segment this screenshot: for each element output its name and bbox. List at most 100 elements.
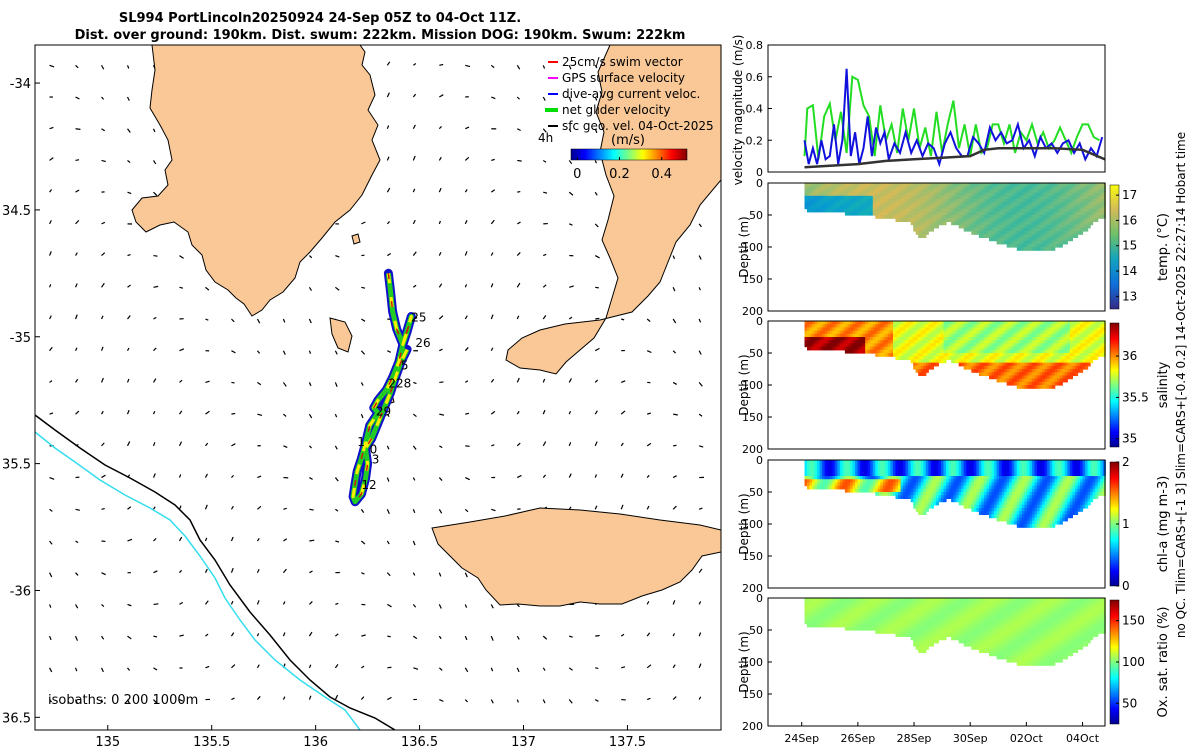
profile-cell — [872, 337, 876, 341]
profile-cell — [1044, 224, 1048, 229]
profile-cell — [999, 189, 1003, 194]
profile-cell — [1037, 340, 1041, 344]
profile-cell — [968, 346, 972, 351]
profile-cell — [895, 215, 899, 219]
profile-cell — [994, 211, 998, 216]
profile-cell — [855, 189, 859, 194]
profile-cell — [834, 337, 838, 341]
profile-cell — [991, 340, 995, 344]
profile-cell — [1087, 189, 1091, 194]
profile-cell — [1006, 202, 1010, 206]
profile-cell — [1016, 349, 1020, 354]
profile-cell — [1054, 237, 1058, 242]
profile-cell — [1080, 224, 1084, 229]
geo-velocity-arrow — [465, 126, 470, 130]
profile-cell — [915, 337, 919, 341]
profile-cell — [999, 227, 1003, 232]
geo-velocity-arrow — [568, 442, 572, 447]
profile-cell — [1001, 208, 1005, 213]
profile-cell — [910, 321, 914, 325]
profile-cell — [1062, 240, 1066, 245]
geo-velocity-arrow — [412, 188, 416, 193]
profile-cell — [978, 362, 982, 367]
profile-cell — [900, 337, 904, 341]
geo-velocity-arrow — [361, 286, 366, 289]
profile-cell — [994, 205, 998, 210]
profile-cell — [1006, 353, 1010, 357]
profile-cell — [855, 337, 859, 341]
profile-cell — [839, 333, 843, 338]
profile-cell — [999, 362, 1003, 367]
profile-cell — [941, 324, 945, 328]
profile-cell — [948, 195, 952, 200]
profile-cell — [1021, 321, 1025, 325]
profile-cell — [1064, 192, 1068, 197]
profile-cell — [829, 333, 833, 338]
profile-cell — [1032, 189, 1036, 194]
profile-cell — [999, 237, 1003, 242]
profile-cell — [834, 330, 838, 335]
profile-cell — [991, 330, 995, 335]
profile-cell — [989, 221, 993, 226]
profile-cell — [1042, 349, 1046, 354]
profile-cell — [981, 202, 985, 206]
profile-cell — [1085, 205, 1089, 210]
profile-cell — [1032, 340, 1036, 344]
profile-cell — [908, 211, 912, 216]
profile-cell — [852, 324, 856, 328]
profile-cell — [1037, 195, 1041, 200]
geo-velocity-arrow — [542, 315, 547, 320]
profile-cell — [920, 189, 924, 194]
geo-velocity-arrow — [412, 635, 418, 640]
profile-cell — [872, 211, 876, 216]
profile-cell — [933, 353, 937, 357]
profile-cell — [1029, 243, 1033, 248]
profile-cell — [887, 327, 891, 332]
profile-cell — [1034, 218, 1038, 222]
profile-cell — [913, 333, 917, 338]
profile-cell — [1009, 378, 1013, 383]
profile-cell — [872, 340, 876, 344]
profile-cell — [915, 365, 919, 370]
profile-cell — [966, 321, 970, 325]
profile-cell — [978, 333, 982, 338]
profile-cell — [923, 234, 927, 238]
profile-cell — [890, 349, 894, 354]
profile-cell — [1102, 195, 1106, 200]
profile-cell — [994, 365, 998, 370]
profile-cell — [963, 221, 967, 226]
profile-cell — [963, 333, 967, 338]
profile-cell — [946, 324, 950, 328]
profile-cell — [1006, 243, 1010, 248]
profile-cell — [1037, 359, 1041, 364]
profile-cell — [996, 231, 1000, 235]
profile-cell — [1049, 192, 1053, 197]
profile-cell — [1085, 227, 1089, 232]
profile-cell — [951, 359, 955, 364]
profile-cell — [895, 189, 899, 194]
profile-cell — [953, 186, 957, 190]
profile-cell — [860, 330, 864, 335]
profile-cell — [928, 330, 932, 335]
profile-cell — [984, 186, 988, 190]
profile-cell — [999, 372, 1003, 376]
profile-cell — [994, 208, 998, 213]
profile-cell — [1059, 215, 1063, 219]
profile-cell — [905, 324, 909, 328]
profile-cell — [885, 343, 889, 348]
profile-cell — [1011, 353, 1015, 357]
geo-velocity-arrow — [412, 413, 417, 418]
profile-cell — [809, 346, 813, 351]
profile-cell — [1085, 221, 1089, 226]
profile-cell — [850, 333, 854, 338]
profile-cell — [1072, 215, 1076, 219]
profile-cell — [824, 183, 828, 187]
profile-cell — [1064, 189, 1068, 194]
profile-cell — [996, 359, 1000, 364]
geo-velocity-arrow — [464, 315, 468, 320]
profile-cell — [842, 195, 846, 200]
geo-velocity-arrow — [178, 536, 183, 542]
profile-cell — [910, 324, 914, 328]
profile-cell — [1037, 375, 1041, 380]
profile-cell — [1014, 333, 1018, 338]
